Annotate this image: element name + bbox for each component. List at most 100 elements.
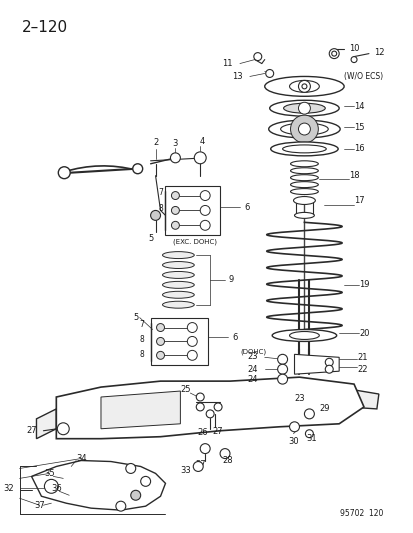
Text: 15: 15 [353,123,364,132]
Circle shape [156,351,164,359]
Ellipse shape [162,292,194,298]
Ellipse shape [271,329,336,342]
Circle shape [200,205,210,215]
Text: 5: 5 [147,233,153,243]
Ellipse shape [290,161,318,167]
Circle shape [196,393,204,401]
FancyBboxPatch shape [165,185,220,235]
Circle shape [253,53,261,61]
Ellipse shape [294,213,313,219]
Text: 17: 17 [353,196,364,205]
Circle shape [193,462,203,472]
Text: 2: 2 [152,139,158,148]
Text: 6: 6 [243,203,249,212]
Circle shape [140,477,150,486]
Text: 7: 7 [158,188,163,197]
Circle shape [187,322,197,333]
Ellipse shape [270,142,337,156]
Ellipse shape [162,301,194,308]
Text: 24: 24 [247,375,257,384]
Text: 37: 37 [34,500,45,510]
Polygon shape [31,461,165,510]
Ellipse shape [289,332,318,340]
Text: 35: 35 [44,469,55,478]
Circle shape [200,220,210,230]
Ellipse shape [283,103,325,113]
Text: 30: 30 [287,437,298,446]
Circle shape [325,358,332,366]
Text: 25: 25 [180,385,190,393]
Circle shape [131,490,140,500]
Text: 9: 9 [228,276,233,285]
Polygon shape [346,389,378,409]
Circle shape [277,354,287,364]
Text: 29: 29 [318,405,329,414]
Circle shape [289,422,299,432]
Text: 34: 34 [76,454,86,463]
Text: 21: 21 [356,353,367,362]
Circle shape [305,430,313,438]
Circle shape [156,337,164,345]
Text: 27: 27 [195,460,205,469]
Circle shape [265,69,273,77]
Ellipse shape [162,252,194,259]
Circle shape [156,324,164,332]
Text: 23: 23 [247,352,257,361]
Circle shape [171,191,179,199]
Text: 95702  120: 95702 120 [339,509,383,518]
Text: 8: 8 [140,350,144,359]
Circle shape [290,115,318,143]
Circle shape [277,374,287,384]
Text: 23: 23 [294,394,304,403]
Polygon shape [101,391,180,429]
Circle shape [171,221,179,229]
Circle shape [196,403,204,411]
Circle shape [57,423,69,435]
Circle shape [194,152,206,164]
Text: (W/O ECS): (W/O ECS) [343,72,382,81]
Text: (DOHC): (DOHC) [240,348,266,354]
Ellipse shape [162,271,194,278]
Circle shape [304,409,313,419]
Circle shape [171,206,179,214]
Circle shape [126,464,135,473]
Text: 22: 22 [356,365,367,374]
Text: 12: 12 [373,48,384,57]
Ellipse shape [162,281,194,288]
Circle shape [200,191,210,200]
Circle shape [301,84,306,89]
Text: 4: 4 [199,138,204,147]
Text: 13: 13 [232,72,242,81]
Circle shape [331,51,336,56]
Text: 7: 7 [140,320,144,329]
Circle shape [298,80,310,92]
Ellipse shape [280,123,328,135]
Ellipse shape [289,80,318,92]
Circle shape [298,123,310,135]
Circle shape [44,479,58,493]
Circle shape [58,167,70,179]
Circle shape [277,364,287,374]
Ellipse shape [290,175,318,181]
Ellipse shape [290,168,318,174]
FancyBboxPatch shape [150,318,208,365]
Circle shape [328,49,338,59]
Text: 5: 5 [133,313,138,322]
Text: 2–120: 2–120 [21,20,68,35]
Text: 6: 6 [231,333,237,342]
Ellipse shape [269,100,338,116]
Text: 33: 33 [180,466,190,475]
Text: 10: 10 [348,44,359,53]
Text: 36: 36 [51,484,62,493]
Circle shape [298,102,310,114]
Text: (EXC. DOHC): (EXC. DOHC) [173,239,217,245]
Text: 8: 8 [140,335,144,344]
Circle shape [325,365,332,373]
Text: 20: 20 [358,329,369,338]
Text: 32: 32 [3,484,14,493]
Circle shape [116,501,126,511]
Circle shape [200,443,210,454]
Circle shape [150,211,160,220]
Ellipse shape [162,262,194,269]
Text: 27: 27 [27,426,37,435]
